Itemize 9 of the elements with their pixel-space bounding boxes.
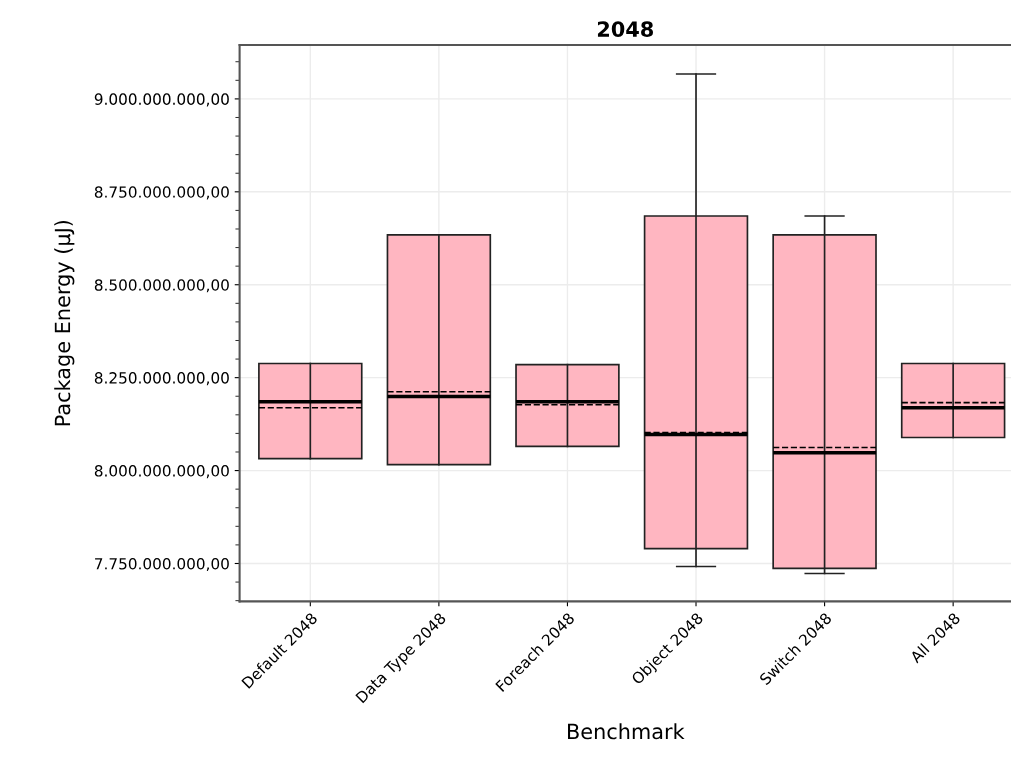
y-axis-title: Package Energy (µJ) xyxy=(54,220,75,426)
y-tick-label: 8.000.000.000,00 xyxy=(94,465,229,479)
y-tick-label: 7.750.000.000,00 xyxy=(95,557,229,572)
x-axis-title: Benchmark xyxy=(568,723,685,740)
y-tick-label: 9.000.000.000,00 xyxy=(94,93,229,107)
y-tick-label: 8.500.000.000,00 xyxy=(94,279,229,293)
chart-title: 2048 xyxy=(597,21,653,37)
y-tick-label: 8.750.000.000,00 xyxy=(94,186,229,200)
y-tick-label: 8.250.000.000,00 xyxy=(94,372,229,386)
